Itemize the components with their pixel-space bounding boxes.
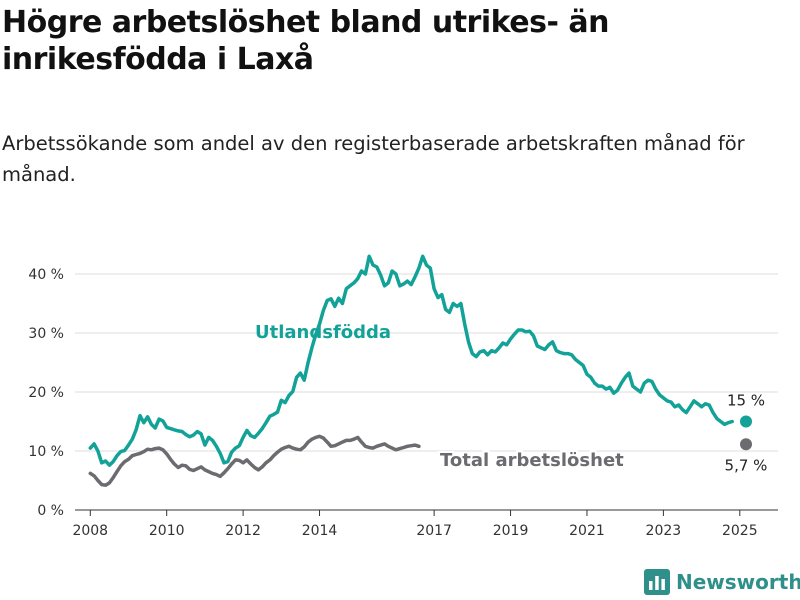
y-tick-label: 0 % <box>37 503 64 519</box>
x-tick-label: 2008 <box>72 523 108 539</box>
x-tick-label: 2021 <box>569 523 605 539</box>
chart-subtitle: Arbetssökande som andel av den registerb… <box>2 132 745 186</box>
chart-title: Högre arbetslöshet bland utrikes- än inr… <box>2 5 609 77</box>
x-tick-label: 2025 <box>722 523 758 539</box>
end-marker-utlandsfodda <box>740 415 752 428</box>
logo-text: Newsworthy <box>676 570 800 594</box>
end-marker-total <box>740 438 752 451</box>
x-tick-label: 2010 <box>149 523 185 539</box>
series-label-utlandsfodda: Utlandsfödda <box>255 322 391 343</box>
y-tick-label: 20 % <box>28 385 64 401</box>
newsworthy-logo[interactable]: Newsworthy <box>644 566 800 598</box>
y-tick-label: 10 % <box>28 444 64 460</box>
series-label-total: Total arbetslöshet <box>440 450 624 471</box>
x-tick-label: 2012 <box>225 523 261 539</box>
series-line-total <box>88 434 421 487</box>
end-label-utlandsfodda: 15 % <box>727 392 765 410</box>
series-line-utlandsfodda <box>88 254 734 467</box>
y-tick-label: 40 % <box>28 267 64 283</box>
x-tick-label: 2019 <box>493 523 529 539</box>
end-label-total: 5,7 % <box>725 456 768 474</box>
x-tick-label: 2014 <box>302 523 338 539</box>
bar-chart-icon <box>644 569 670 595</box>
y-tick-label: 30 % <box>28 326 64 342</box>
x-tick-label: 2023 <box>646 523 682 539</box>
x-tick-label: 2017 <box>416 523 452 539</box>
